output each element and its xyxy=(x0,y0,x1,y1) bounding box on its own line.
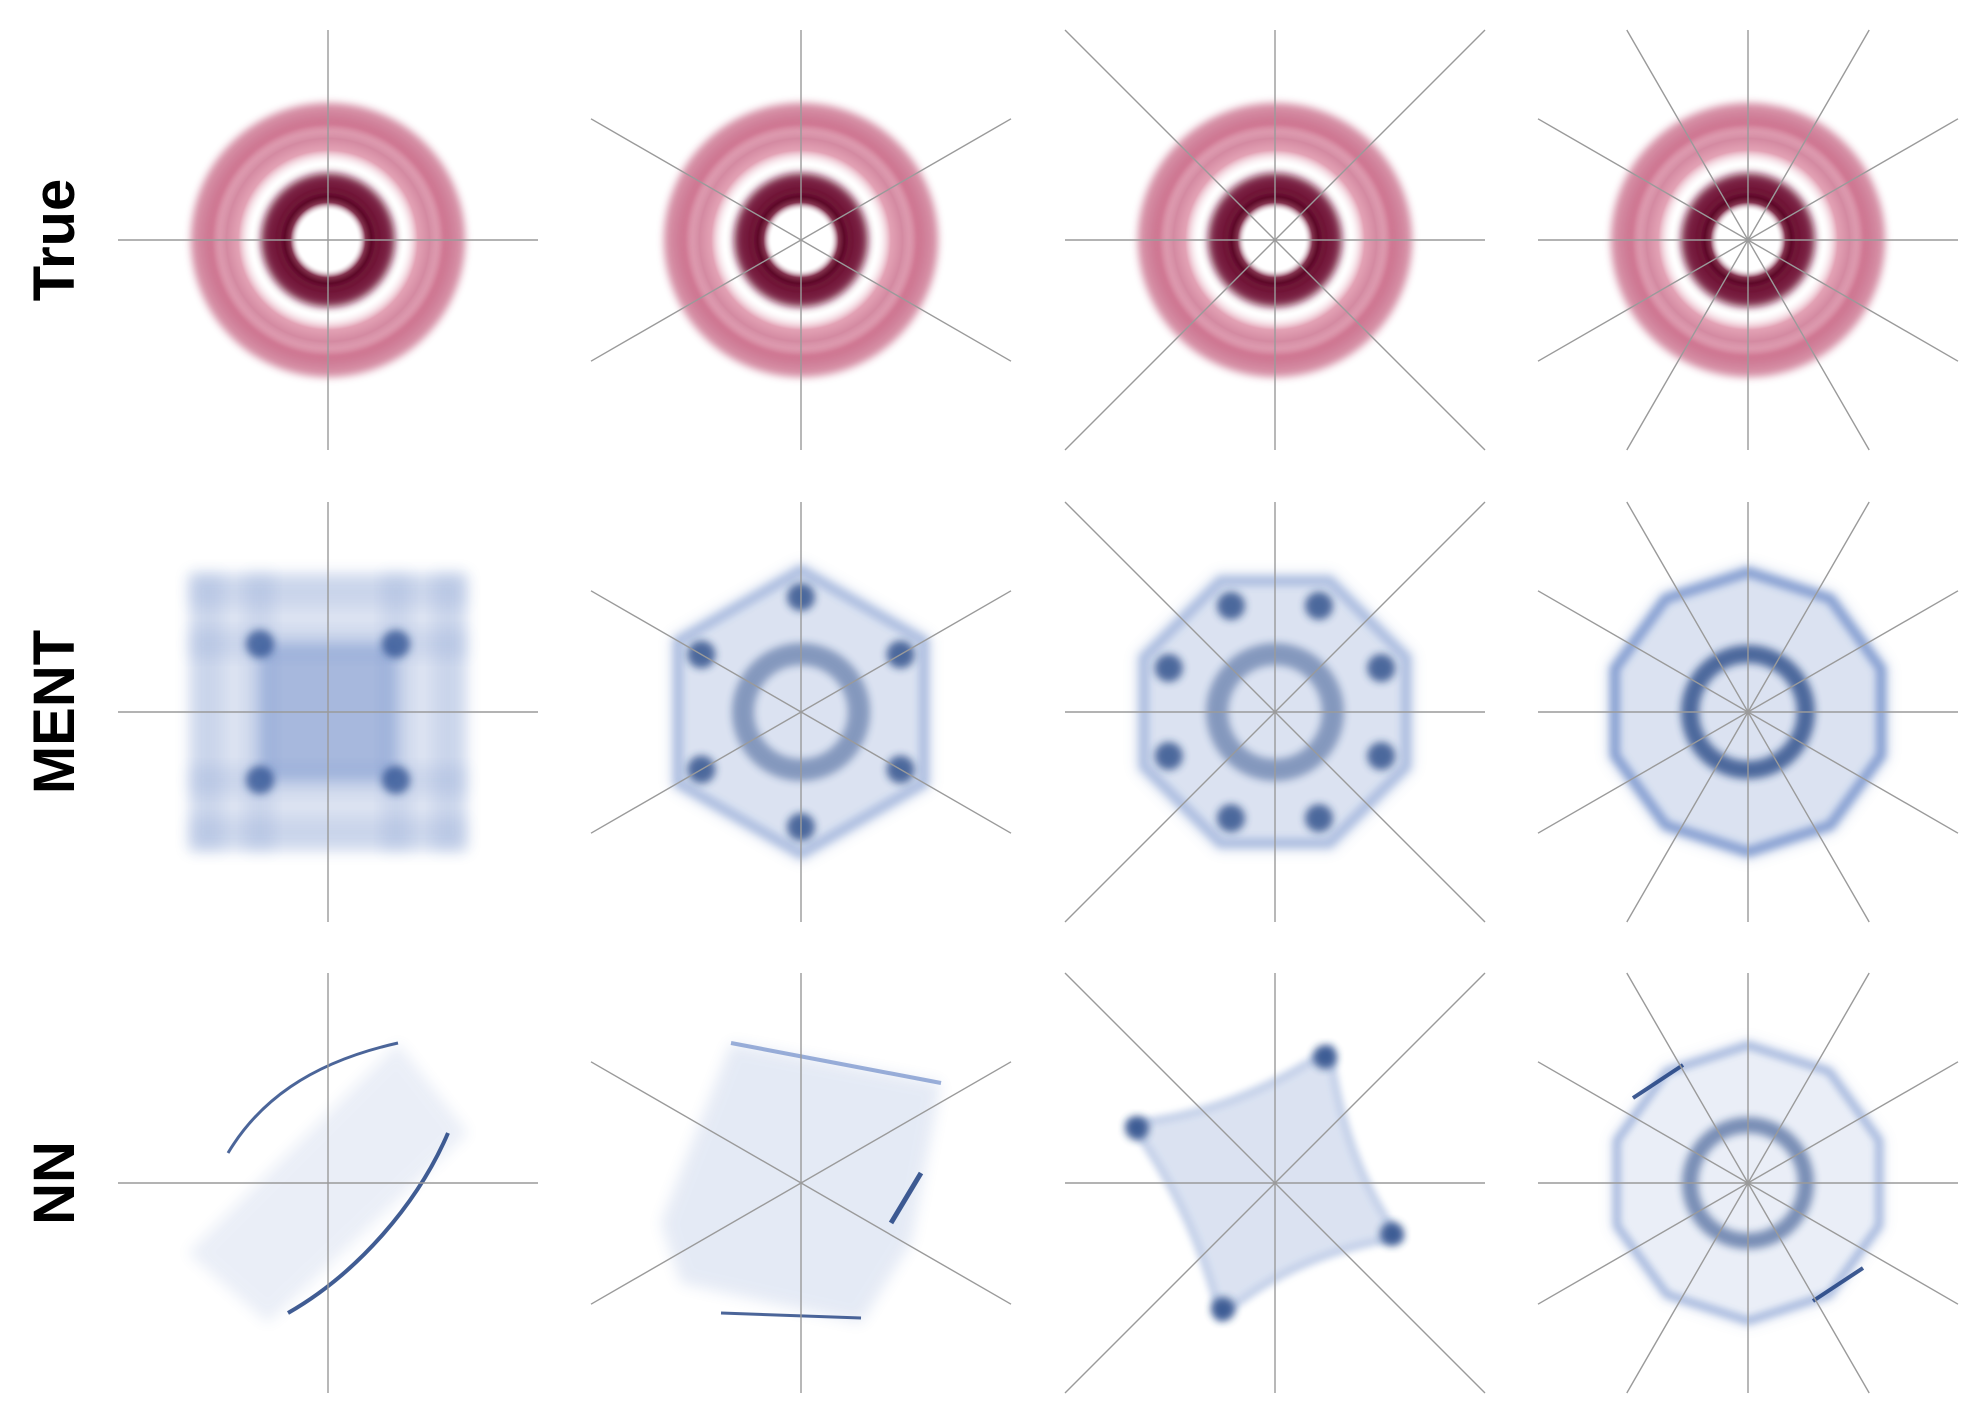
density-edge xyxy=(720,1311,862,1320)
projection-line xyxy=(1064,972,1486,1394)
density-edge xyxy=(1811,1266,1865,1303)
density-peak xyxy=(1125,1116,1149,1140)
projection-line xyxy=(590,118,1012,362)
panel-nn-3 xyxy=(590,973,1012,1393)
panel-nn-6 xyxy=(1537,972,1959,1394)
density-peak xyxy=(1211,1297,1235,1321)
panel-true-6 xyxy=(1537,29,1959,451)
density-peak xyxy=(1367,653,1396,682)
projection-line xyxy=(1626,29,1870,451)
density-edge xyxy=(1609,566,1887,858)
projection-line xyxy=(1626,972,1870,1394)
density-peak xyxy=(1216,804,1245,833)
density-edge xyxy=(226,1041,399,1154)
panel-ment-2 xyxy=(118,502,538,922)
density-peak xyxy=(1380,1222,1404,1246)
density-edge xyxy=(1631,1063,1685,1100)
density-edge xyxy=(1613,1041,1883,1325)
density-edge xyxy=(287,1132,450,1315)
row-label-ment: MENT xyxy=(22,630,87,794)
projection-line xyxy=(1064,501,1486,923)
density-edge xyxy=(730,1041,942,1085)
density-edge xyxy=(888,1171,924,1225)
row-labels: True MENT NN xyxy=(22,179,87,1225)
density-peak xyxy=(1313,1045,1337,1069)
panel-nn-4 xyxy=(1064,972,1486,1394)
row-label-nn: NN xyxy=(22,1141,87,1225)
panel-true-3 xyxy=(590,30,1012,450)
density-peak xyxy=(1305,804,1334,833)
projection-line xyxy=(590,1061,1012,1305)
projection-line xyxy=(1064,29,1486,451)
row-label-true: True xyxy=(22,179,87,302)
density-edge xyxy=(1138,575,1412,849)
panel-true-4 xyxy=(1064,29,1486,451)
density-peak xyxy=(1367,742,1396,771)
projection-line xyxy=(1626,501,1870,923)
panel-ment-6 xyxy=(1537,501,1959,923)
panel-ment-4 xyxy=(1064,501,1486,923)
panel-grid xyxy=(118,29,1959,1394)
panel-true-2 xyxy=(118,30,538,450)
panel-nn-2 xyxy=(118,973,538,1393)
density-peak xyxy=(1305,591,1334,620)
projection-line xyxy=(590,590,1012,834)
density-peak xyxy=(1154,742,1183,771)
panel-ment-3 xyxy=(590,502,1012,922)
density-peak xyxy=(1154,653,1183,682)
density-peak xyxy=(1216,591,1245,620)
